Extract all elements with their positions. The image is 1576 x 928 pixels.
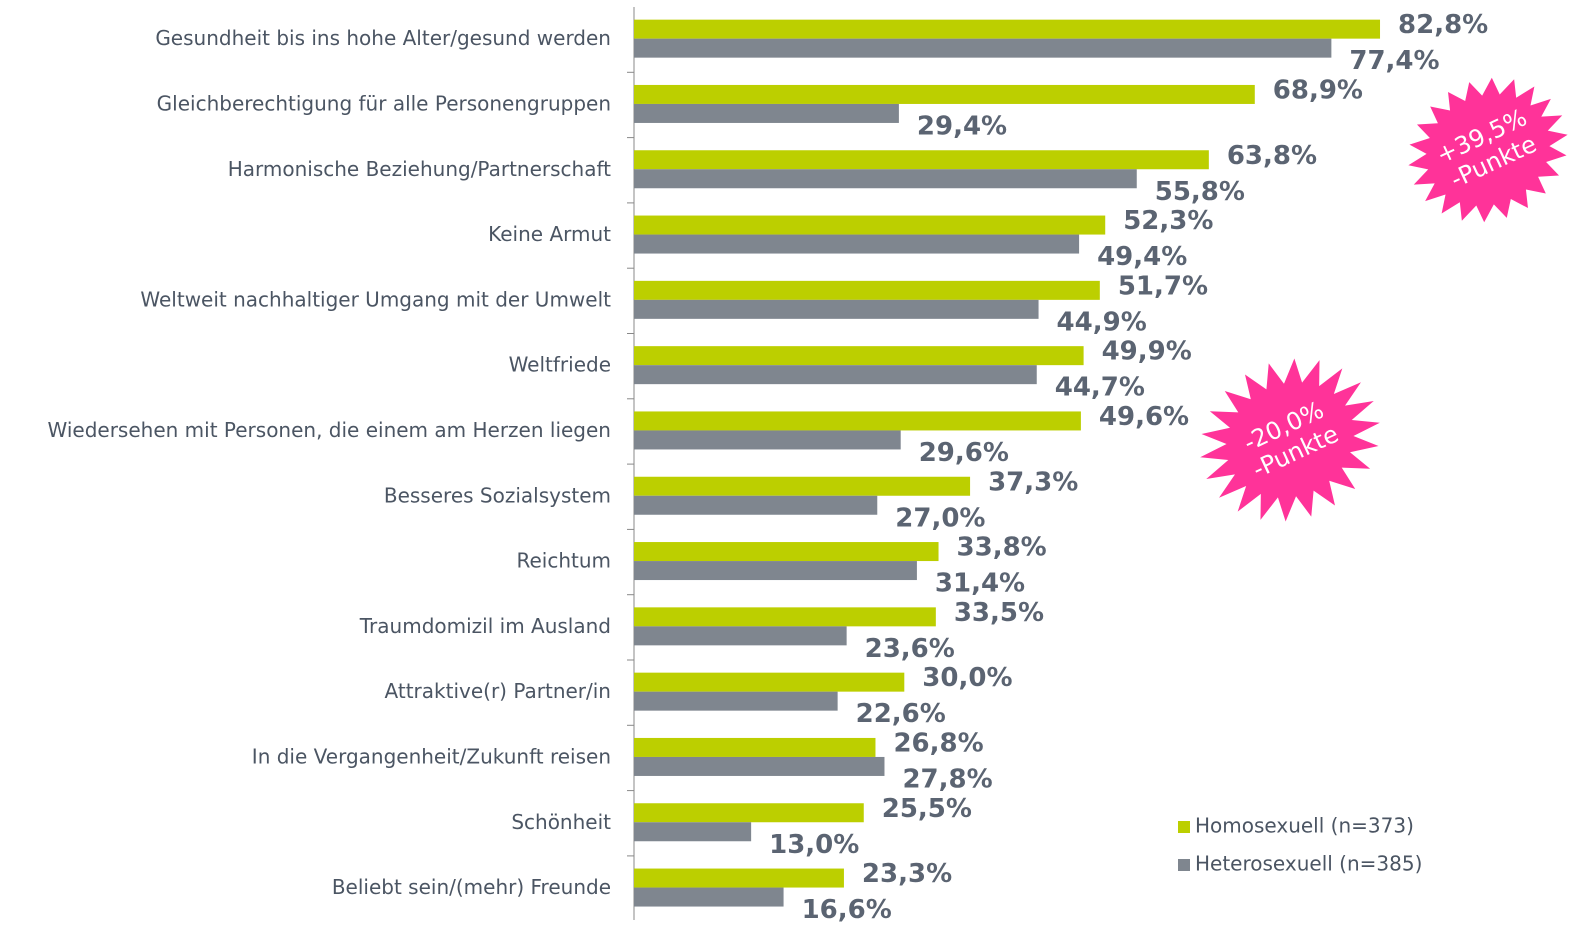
bar — [634, 822, 752, 842]
value-label: 31,4% — [935, 569, 1025, 599]
bar — [634, 84, 1255, 104]
value-label: 63,8% — [1227, 141, 1317, 171]
value-label: 49,6% — [1099, 402, 1189, 432]
bar — [634, 737, 876, 757]
bar — [634, 38, 1332, 58]
value-label: 23,3% — [862, 859, 952, 889]
value-label: 29,4% — [917, 111, 1007, 141]
value-label: 82,8% — [1398, 10, 1488, 40]
category-label: Traumdomizil im Ausland — [359, 614, 611, 638]
value-label: 77,4% — [1349, 46, 1439, 76]
value-label: 49,4% — [1097, 242, 1187, 272]
bar — [634, 150, 1209, 170]
bar — [634, 411, 1081, 431]
value-label: 51,7% — [1118, 271, 1208, 301]
bar — [634, 346, 1084, 366]
bar — [634, 169, 1137, 189]
value-label: 52,3% — [1123, 206, 1213, 236]
value-label: 13,0% — [769, 830, 859, 860]
bar — [634, 215, 1106, 235]
annotation: -20,0%-Punkte — [1200, 358, 1380, 522]
category-label: Gesundheit bis ins hohe Alter/gesund wer… — [155, 26, 611, 50]
bar — [634, 561, 917, 581]
value-label: 49,9% — [1102, 337, 1192, 367]
category-label: Schönheit — [511, 810, 611, 834]
value-label: 27,8% — [902, 764, 992, 794]
bar — [634, 234, 1080, 254]
category-label: Gleichberechtigung für alle Personengrup… — [157, 91, 611, 115]
bar — [634, 626, 847, 646]
value-label: 55,8% — [1155, 177, 1245, 207]
value-label: 33,5% — [954, 598, 1044, 628]
value-label: 44,7% — [1055, 373, 1145, 403]
value-label: 27,0% — [895, 503, 985, 533]
category-label: Wiedersehen mit Personen, die einem am H… — [48, 418, 612, 442]
category-label: Reichtum — [516, 549, 611, 573]
annotation: +39,5%-Punkte — [1408, 77, 1568, 223]
category-label: Keine Armut — [488, 222, 611, 246]
bar — [634, 542, 939, 562]
value-label: 30,0% — [922, 663, 1012, 693]
bar — [634, 756, 885, 776]
value-label: 44,9% — [1057, 307, 1147, 337]
bar — [634, 299, 1039, 319]
value-label: 26,8% — [893, 728, 983, 758]
bar — [634, 280, 1100, 300]
category-label: Weltweit nachhaltiger Umgang mit der Umw… — [140, 287, 611, 311]
legend-swatch — [1178, 821, 1190, 833]
value-label: 23,6% — [865, 634, 955, 664]
bar — [634, 365, 1037, 385]
starburst — [1200, 358, 1380, 522]
bar — [634, 672, 905, 692]
bar — [634, 19, 1381, 39]
value-label: 16,6% — [802, 895, 892, 925]
legend-swatch — [1178, 859, 1190, 871]
bar — [634, 887, 784, 907]
value-label: 29,6% — [919, 438, 1009, 468]
category-label: In die Vergangenheit/Zukunft reisen — [252, 744, 611, 768]
bar — [634, 868, 844, 888]
starburst — [1408, 77, 1568, 223]
bar — [634, 607, 936, 627]
legend-label: Heterosexuell (n=385) — [1195, 852, 1422, 876]
value-label: 25,5% — [882, 794, 972, 824]
category-label: Beliebt sein/(mehr) Freunde — [332, 875, 611, 899]
category-label: Besseres Sozialsystem — [384, 483, 611, 507]
value-label: 68,9% — [1273, 75, 1363, 105]
bar — [634, 476, 971, 496]
category-label: Attraktive(r) Partner/in — [385, 679, 611, 703]
category-label: Weltfriede — [509, 353, 611, 377]
value-label: 37,3% — [988, 467, 1078, 497]
bar — [634, 803, 864, 823]
bar — [634, 495, 878, 515]
value-label: 22,6% — [856, 699, 946, 729]
bar — [634, 430, 901, 450]
category-label: Harmonische Beziehung/Partnerschaft — [228, 157, 611, 181]
value-label: 33,8% — [957, 533, 1047, 563]
bar — [634, 691, 838, 711]
bar — [634, 103, 899, 123]
legend-label: Homosexuell (n=373) — [1195, 814, 1414, 838]
